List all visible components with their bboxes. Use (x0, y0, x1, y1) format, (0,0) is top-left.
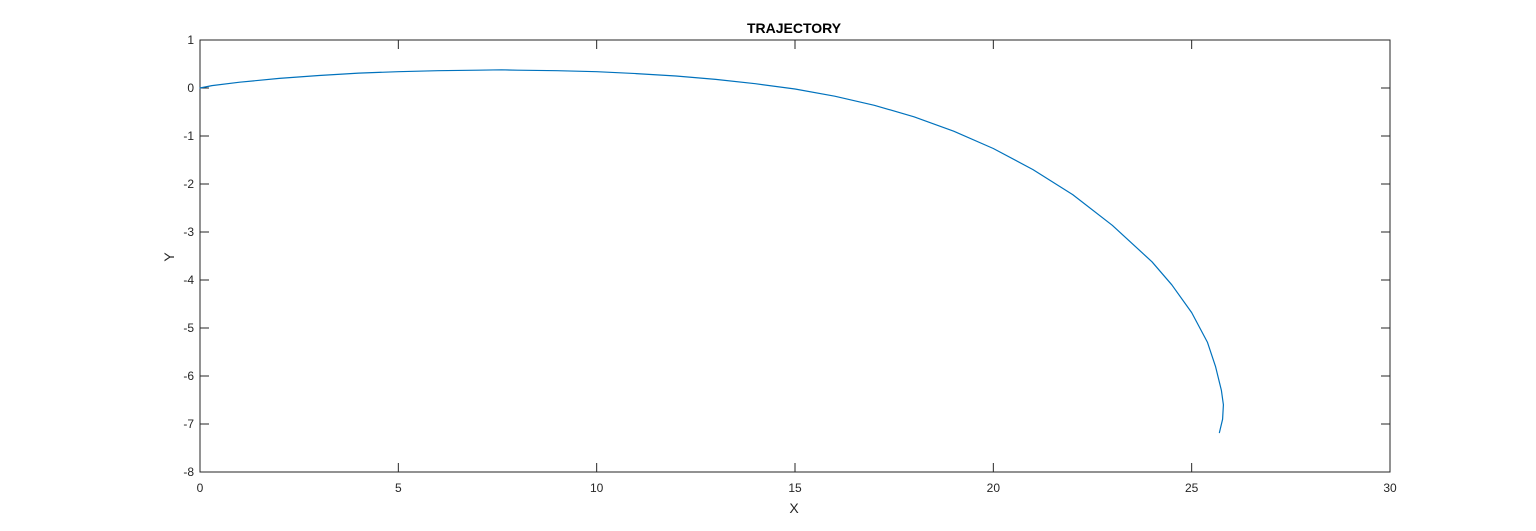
y-tick-label: -3 (183, 225, 194, 239)
y-axis-title: Y (161, 252, 177, 262)
y-tick-label: -4 (183, 273, 194, 287)
y-tick-label: -8 (183, 465, 194, 479)
plot-area-box (199, 39, 1391, 473)
chart-title: TRAJECTORY (747, 20, 842, 36)
axes (199, 39, 1391, 473)
y-tick-label: 1 (187, 33, 194, 47)
y-tick-label: -1 (183, 129, 194, 143)
trajectory-line (199, 69, 1225, 434)
x-tick-label: 10 (590, 481, 604, 495)
y-tick-label: -7 (183, 417, 194, 431)
x-tick-label: 20 (987, 481, 1001, 495)
y-tick-label: -2 (183, 177, 194, 191)
y-tick-label: 0 (187, 81, 194, 95)
x-tick-label: 25 (1185, 481, 1199, 495)
y-tick-label: -5 (183, 321, 194, 335)
x-tick-label: 15 (788, 481, 802, 495)
axis-ticks (199, 39, 1391, 473)
x-tick-label: 30 (1383, 481, 1397, 495)
x-tick-label: 5 (395, 481, 402, 495)
x-tick-label: 0 (197, 481, 204, 495)
y-tick-label: -6 (183, 369, 194, 383)
series-layer (199, 69, 1225, 434)
x-axis-title: X (789, 500, 799, 516)
